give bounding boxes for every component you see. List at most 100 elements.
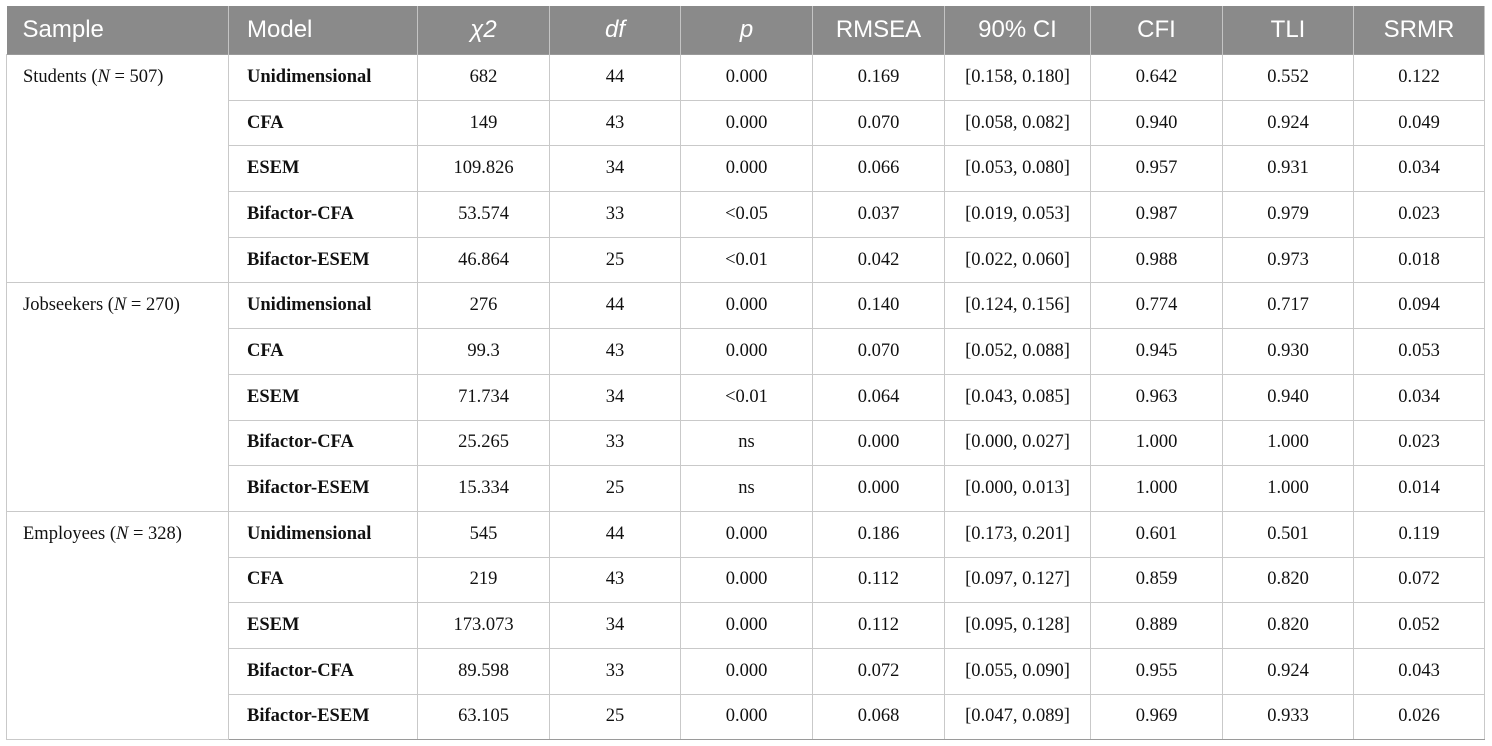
srmr-cell: 0.053	[1353, 328, 1485, 375]
df-cell: 33	[549, 647, 681, 695]
model-cell: Unidimensional	[228, 510, 418, 558]
model-cell: ESEM	[228, 145, 418, 193]
model-cell: Unidimensional	[228, 282, 418, 330]
table-row: ESEM 71.734 34 <0.01 0.064 [0.043, 0.085] 0.96…	[7, 373, 1485, 421]
header-model: Model	[228, 6, 418, 55]
rmsea-cell: 0.169	[812, 54, 945, 101]
tli-cell: 0.924	[1222, 647, 1354, 695]
chi2-cell: 46.864	[417, 236, 550, 284]
ci-cell: [0.043, 0.085]	[944, 373, 1091, 421]
df-cell: 25	[549, 236, 681, 284]
p-cell: 0.000	[680, 99, 813, 147]
model-cell: Bifactor-CFA	[228, 191, 418, 238]
sample-n-symbol: N	[116, 523, 129, 544]
p-cell: ns	[680, 419, 813, 467]
model-cell: Bifactor-ESEM	[228, 465, 418, 512]
cfi-cell: 0.963	[1090, 373, 1223, 421]
ci-cell: [0.097, 0.127]	[944, 556, 1091, 604]
df-cell: 43	[549, 99, 681, 147]
chi2-cell: 89.598	[417, 647, 550, 695]
p-cell: 0.000	[680, 510, 813, 558]
p-cell: 0.000	[680, 54, 813, 101]
header-row: Sample Model χ2 df p RMSEA 90% CI CFI TL…	[6, 6, 1485, 55]
cfi-cell: 0.988	[1090, 236, 1223, 284]
rmsea-cell: 0.068	[812, 693, 945, 741]
df-cell: 44	[549, 510, 681, 558]
chi2-cell: 276	[417, 282, 550, 330]
chi2-cell: 63.105	[417, 693, 550, 741]
header-chi2: χ2	[417, 6, 550, 55]
p-cell: <0.05	[680, 191, 813, 238]
fit-indices-table: Sample Model χ2 df p RMSEA 90% CI CFI TL…	[6, 6, 1485, 741]
cfi-cell: 0.859	[1090, 556, 1223, 604]
df-cell: 25	[549, 465, 681, 512]
sample-cell: Employees (N = 328)	[6, 510, 229, 741]
model-cell: CFA	[228, 99, 418, 147]
table-header: Sample Model χ2 df p RMSEA 90% CI CFI TL…	[6, 6, 1485, 55]
cfi-cell: 0.969	[1090, 693, 1223, 741]
ci-cell: [0.173, 0.201]	[944, 510, 1091, 558]
chi2-cell: 682	[417, 54, 550, 101]
table-row: Students (N = 507) Unidimensional 682 44 0.0…	[6, 53, 1485, 284]
tli-cell: 1.000	[1222, 465, 1354, 512]
table-row: Bifactor-ESEM 46.864 25 <0.01 0.042 [0.022, 0…	[7, 236, 1485, 284]
tli-cell: 0.931	[1222, 145, 1354, 193]
header-sample: Sample	[6, 6, 229, 55]
table-row: Bifactor-CFA 25.265 33 ns 0.000 [0.000, 0.027…	[7, 419, 1485, 467]
p-cell: ns	[680, 465, 813, 512]
header-cfi: CFI	[1090, 6, 1223, 55]
cfi-cell: 0.955	[1090, 647, 1223, 695]
cfi-cell: 1.000	[1090, 465, 1223, 512]
srmr-cell: 0.023	[1353, 419, 1485, 467]
df-cell: 34	[549, 373, 681, 421]
rmsea-cell: 0.000	[812, 465, 945, 512]
sample-cell: Students (N = 507)	[6, 53, 229, 284]
p-cell: <0.01	[680, 373, 813, 421]
ci-cell: [0.053, 0.080]	[944, 145, 1091, 193]
cfi-cell: 0.987	[1090, 191, 1223, 238]
rmsea-cell: 0.112	[812, 602, 945, 649]
rmsea-cell: 0.000	[812, 419, 945, 467]
cfi-cell: 0.774	[1090, 282, 1223, 330]
sample-label: Jobseekers (	[23, 295, 114, 316]
srmr-cell: 0.026	[1353, 693, 1485, 741]
ci-cell: [0.095, 0.128]	[944, 602, 1091, 649]
df-cell: 33	[549, 419, 681, 467]
tli-cell: 0.973	[1222, 236, 1354, 284]
srmr-cell: 0.023	[1353, 191, 1485, 238]
cfi-cell: 1.000	[1090, 419, 1223, 467]
cfi-cell: 0.889	[1090, 602, 1223, 649]
chi2-cell: 53.574	[417, 191, 550, 238]
header-rmsea: RMSEA	[812, 6, 945, 55]
tli-cell: 0.930	[1222, 328, 1354, 375]
df-cell: 43	[549, 328, 681, 375]
ci-cell: [0.000, 0.013]	[944, 465, 1091, 512]
df-cell: 44	[549, 282, 681, 330]
header-p: p	[680, 6, 813, 55]
rmsea-cell: 0.064	[812, 373, 945, 421]
p-cell: 0.000	[680, 693, 813, 741]
header-df: df	[549, 6, 681, 55]
table-row: ESEM 109.826 34 0.000 0.066 [0.053, 0.080] 0.9…	[7, 145, 1485, 193]
df-cell: 43	[549, 556, 681, 604]
model-cell: ESEM	[228, 373, 418, 421]
header-tli: TLI	[1222, 6, 1354, 55]
table-row: CFA 99.3 43 0.000 0.070 [0.052, 0.088] 0.945 0.…	[7, 328, 1485, 375]
table-row: Bifactor-ESEM 15.334 25 ns 0.000 [0.000, 0.01…	[7, 465, 1485, 512]
srmr-cell: 0.034	[1353, 373, 1485, 421]
sample-n-symbol: N	[97, 67, 110, 87]
ci-cell: [0.055, 0.090]	[944, 647, 1091, 695]
rmsea-cell: 0.066	[812, 145, 945, 193]
srmr-cell: 0.122	[1353, 54, 1485, 101]
p-cell: <0.01	[680, 236, 813, 284]
table-row: Bifactor-CFA 89.598 33 0.000 0.072 [0.055, 0.…	[7, 647, 1485, 695]
rmsea-cell: 0.112	[812, 556, 945, 604]
p-cell: 0.000	[680, 282, 813, 330]
model-cell: Bifactor-ESEM	[228, 693, 418, 741]
rmsea-cell: 0.042	[812, 236, 945, 284]
srmr-cell: 0.049	[1353, 99, 1485, 147]
cfi-cell: 0.940	[1090, 99, 1223, 147]
ci-cell: [0.058, 0.082]	[944, 99, 1091, 147]
table-row: CFA 149 43 0.000 0.070 [0.058, 0.082] 0.940 0.9…	[7, 99, 1485, 147]
tli-cell: 0.820	[1222, 556, 1354, 604]
